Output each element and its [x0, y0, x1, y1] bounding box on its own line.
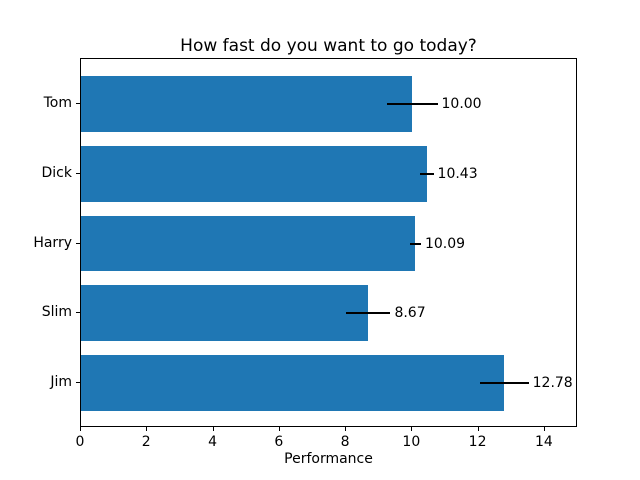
bar: [81, 285, 369, 342]
y-tick-mark: [76, 102, 80, 104]
x-tick-label: 12: [468, 434, 487, 450]
bar-value-label: 12.78: [532, 375, 573, 392]
bar-value-label: 8.67: [394, 305, 426, 322]
x-tick-mark: [477, 427, 479, 431]
x-tick-label: 8: [340, 434, 350, 450]
x-tick-mark: [543, 427, 545, 431]
plot-area: 10.00 10.43 10.09 8.67 12.78: [80, 58, 577, 427]
x-tick-mark: [411, 427, 413, 431]
x-tick-mark: [146, 427, 148, 431]
bar-value-label: 10.00: [441, 95, 482, 112]
y-tick-mark: [76, 312, 80, 314]
bar: [81, 355, 505, 412]
x-tick-label: 14: [534, 434, 553, 450]
x-tick-label: 2: [141, 434, 151, 450]
y-tick-label: Slim: [41, 304, 72, 321]
bar-value-label: 10.43: [437, 165, 478, 182]
x-tick-label: 0: [75, 434, 85, 450]
bar: [81, 145, 427, 202]
y-tick-mark: [76, 242, 80, 244]
y-tick-mark: [76, 172, 80, 174]
y-tick-label: Dick: [41, 164, 72, 181]
bar: [81, 215, 416, 272]
error-bar: [387, 102, 438, 105]
x-tick-mark: [212, 427, 214, 431]
chart-title: How fast do you want to go today?: [180, 36, 477, 56]
x-tick-mark: [278, 427, 280, 431]
error-bar: [346, 312, 391, 315]
y-tick-mark: [76, 382, 80, 384]
error-bar: [480, 382, 529, 385]
x-tick-label: 4: [208, 434, 217, 450]
error-bar: [409, 242, 421, 245]
bar: [81, 75, 413, 132]
error-bar: [419, 172, 434, 175]
x-tick-mark: [80, 427, 81, 431]
x-tick-mark: [345, 427, 347, 431]
y-tick-label: Harry: [33, 234, 72, 251]
x-tick-label: 10: [402, 434, 421, 450]
y-tick-label: Tom: [43, 94, 72, 111]
bar-value-label: 10.09: [424, 235, 466, 252]
x-axis-label: Performance: [284, 451, 373, 467]
y-tick-label: Jim: [50, 374, 72, 391]
x-tick-label: 6: [274, 434, 284, 450]
